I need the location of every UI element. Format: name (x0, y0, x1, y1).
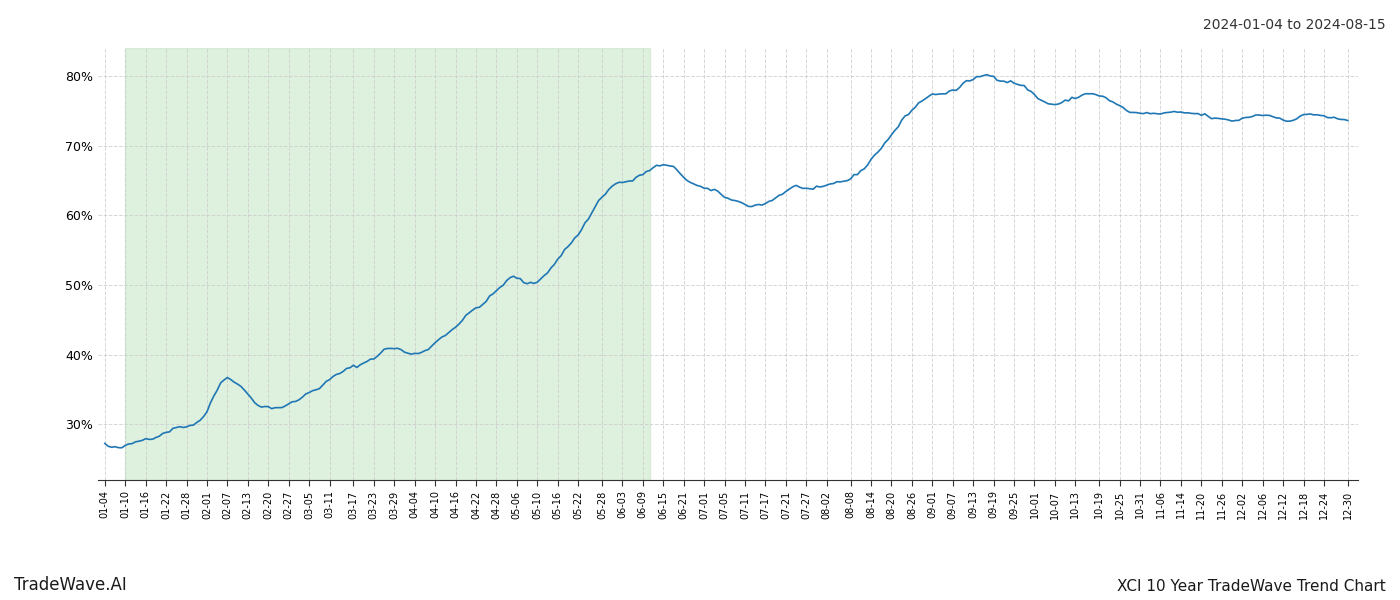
Text: TradeWave.AI: TradeWave.AI (14, 576, 127, 594)
Text: XCI 10 Year TradeWave Trend Chart: XCI 10 Year TradeWave Trend Chart (1117, 579, 1386, 594)
Text: 2024-01-04 to 2024-08-15: 2024-01-04 to 2024-08-15 (1204, 18, 1386, 32)
Bar (125, 48, 650, 480)
